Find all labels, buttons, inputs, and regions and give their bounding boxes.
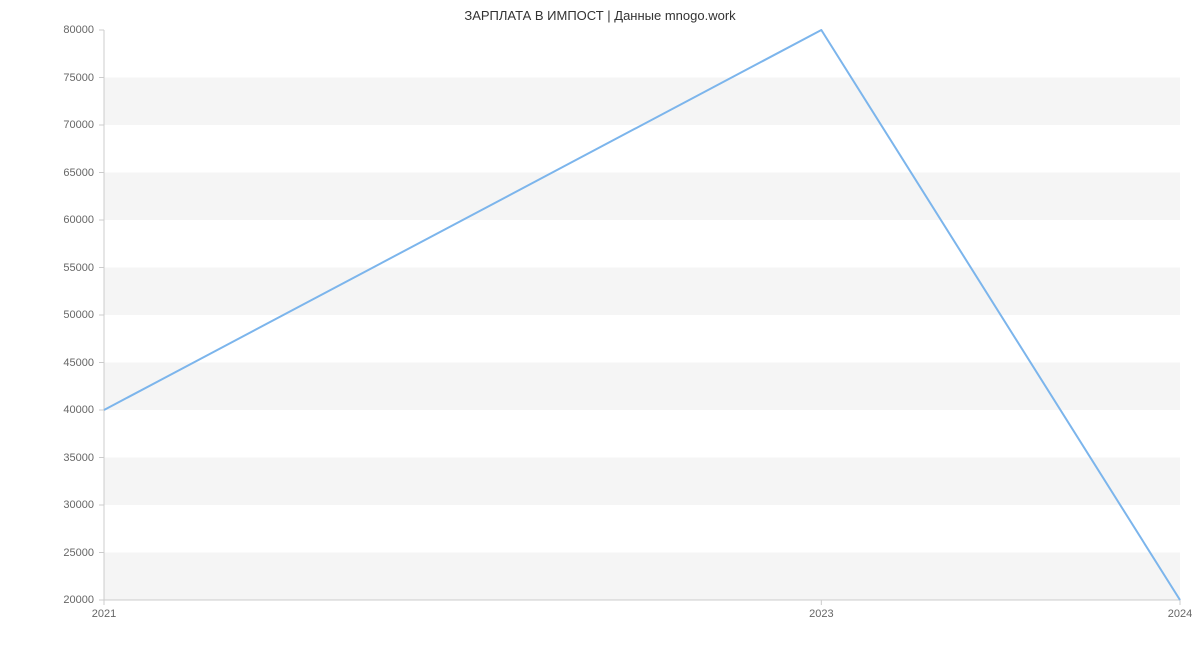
chart-title: ЗАРПЛАТА В ИМПОСТ | Данные mnogo.work	[0, 8, 1200, 23]
y-tick-label: 60000	[46, 214, 94, 226]
y-tick-label: 25000	[46, 547, 94, 559]
y-tick-label: 75000	[46, 72, 94, 84]
plot-area	[104, 30, 1180, 600]
y-tick-label: 70000	[46, 119, 94, 131]
x-tick-label: 2023	[809, 608, 833, 620]
y-tick-label: 45000	[46, 357, 94, 369]
x-tick-label: 2021	[92, 608, 116, 620]
y-tick-label: 20000	[46, 594, 94, 606]
y-tick-label: 65000	[46, 167, 94, 179]
x-tick-label: 2024	[1168, 608, 1192, 620]
y-tick-label: 80000	[46, 24, 94, 36]
y-tick-label: 50000	[46, 309, 94, 321]
salary-line-chart: ЗАРПЛАТА В ИМПОСТ | Данные mnogo.work 20…	[0, 0, 1200, 650]
y-tick-label: 35000	[46, 452, 94, 464]
y-tick-label: 40000	[46, 404, 94, 416]
y-tick-label: 55000	[46, 262, 94, 274]
y-tick-label: 30000	[46, 499, 94, 511]
